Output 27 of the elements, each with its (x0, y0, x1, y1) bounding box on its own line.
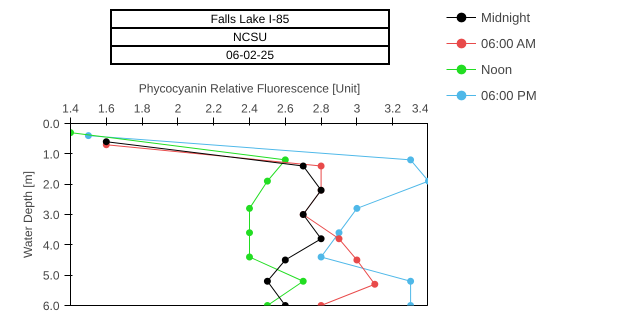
legend-label: Noon (481, 62, 512, 76)
y-tick-label: 0.0 (42, 117, 60, 131)
y-tick-label: 6.0 (42, 299, 60, 313)
legend-label: 06:00 AM (481, 36, 536, 50)
y-tick-label: 5.0 (42, 268, 60, 283)
text: 06-02-25 (110, 45, 390, 65)
x-tick-label: 3.4 (412, 102, 429, 116)
x-tick-label: 2.8 (312, 102, 330, 116)
legend-label: Midnight (481, 10, 530, 24)
chart-subtitle: NCSU (110, 27, 390, 47)
y-tick-label: 1.0 (42, 147, 60, 162)
x-tick-label: 1.8 (134, 102, 151, 116)
y-axis-title: Water Depth [m] (20, 171, 35, 258)
y-tick-label: 4.0 (42, 238, 60, 252)
x-tick-label: 3 (354, 102, 361, 116)
legend-label: 06:00 PM (481, 88, 537, 102)
x-tick-label: 1.4 (62, 102, 80, 116)
x-axis-title: Phycocyanin Relative Fluorescence [Unit] (138, 82, 360, 96)
y-tick-label: 3.0 (42, 208, 60, 222)
x-tick-label: 1.6 (98, 102, 115, 116)
x-tick-label: 3.2 (384, 102, 402, 116)
chart-title: Falls Lake I-85 (110, 9, 390, 29)
x-tick-label: 2.2 (205, 102, 222, 116)
x-tick-label: 2.6 (276, 102, 294, 116)
x-tick-label: 2.4 (241, 102, 258, 116)
x-tick-label: 2 (174, 102, 182, 116)
y-tick-label: 2.0 (42, 178, 60, 192)
